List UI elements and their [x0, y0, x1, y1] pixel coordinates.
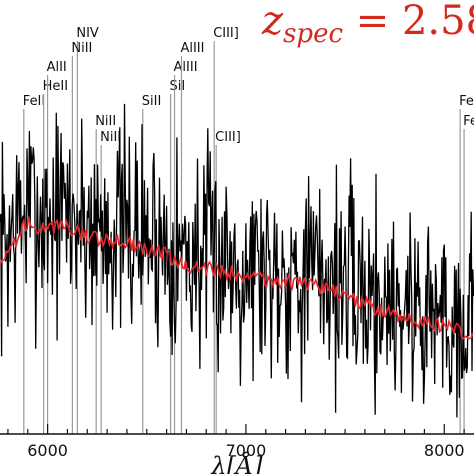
x-tick-label: 8000 [424, 441, 465, 460]
emission-line-label-1: HeII [43, 79, 68, 94]
x-tick-label: 6000 [27, 441, 68, 460]
emission-line-label-3: NIV [76, 26, 99, 41]
emission-line-label-13: FeII [459, 94, 474, 109]
emission-line-label-14: FeII [463, 114, 474, 129]
emission-line-label-12: CIII] [215, 130, 241, 145]
emission-line-label-9: AlIII [174, 60, 198, 75]
emission-line-label-10: AlIII [180, 41, 204, 56]
emission-line-label-0: FeII [23, 94, 45, 109]
emission-line-label-4: NiII [71, 41, 92, 56]
emission-line-label-6: NiII [100, 130, 121, 145]
series-layer [0, 103, 474, 418]
z-symbol: z [261, 0, 284, 44]
emission-line-label-5: NiII [95, 114, 116, 129]
emission-line-label-2: AlII [47, 60, 67, 75]
emission-line-label-8: SiI [170, 79, 186, 94]
x-tick-label: 7000 [226, 441, 267, 460]
emission-line-label-11: CIII] [213, 26, 239, 41]
z-subscript: spec [283, 19, 343, 49]
redshift-annotation: zspec = 2.58 [261, 0, 474, 49]
template-spectrum-line [0, 216, 474, 340]
observed-spectrum-line [0, 103, 474, 418]
x-axis-label: λ[Å] [210, 451, 263, 474]
z-value: = 2.58 [343, 0, 474, 44]
x-axis: 6000 7000 8000 [0, 424, 474, 460]
emission-line-label-7: SiII [142, 94, 162, 109]
